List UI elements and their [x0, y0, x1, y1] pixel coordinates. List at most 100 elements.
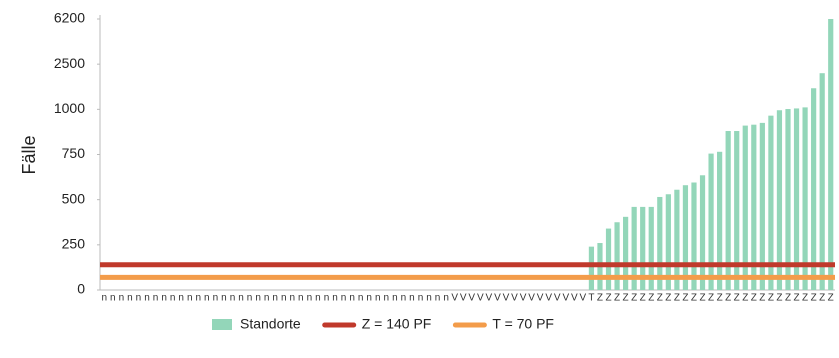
x-tick-label: n: [230, 293, 236, 304]
bar: [734, 131, 740, 290]
bar: [793, 108, 800, 291]
x-tick-label: Z: [614, 293, 620, 304]
x-tick-label: V: [468, 293, 475, 304]
x-tick-label: Z: [665, 293, 671, 304]
x-tick-label: n: [178, 293, 184, 304]
x-tick-label: n: [213, 293, 219, 304]
y-tick-label: 750: [62, 145, 86, 161]
bar: [751, 124, 757, 290]
x-tick-label: n: [290, 293, 296, 304]
bar: [717, 151, 723, 290]
y-tick-label: 6200: [54, 10, 85, 26]
x-tick-label: Z: [725, 293, 731, 304]
bar: [623, 216, 629, 290]
bar: [768, 115, 774, 290]
x-tick-label: n: [272, 293, 278, 304]
bar: [708, 153, 714, 290]
legend-label: Standorte: [240, 316, 301, 332]
y-tick-label: 1000: [54, 100, 85, 116]
x-tick-label: n: [144, 293, 150, 304]
x-tick-label: n: [264, 293, 270, 304]
x-tick-label: Z: [691, 293, 697, 304]
x-tick-label: Z: [785, 293, 791, 304]
x-tick-label: Z: [828, 293, 834, 304]
x-tick-label: Z: [751, 293, 757, 304]
x-tick-label: n: [238, 293, 244, 304]
x-tick-label: n: [136, 293, 142, 304]
bar: [828, 19, 834, 290]
x-tick-label: n: [281, 293, 287, 304]
x-tick-label: Z: [793, 293, 799, 304]
bar: [699, 175, 706, 290]
x-tick-label: Z: [776, 293, 782, 304]
x-tick-label: V: [520, 293, 527, 304]
x-tick-label: Z: [699, 293, 705, 304]
x-tick-label: Z: [682, 293, 688, 304]
x-tick-label: n: [119, 293, 125, 304]
x-tick-label: V: [562, 293, 569, 304]
x-tick-label: V: [537, 293, 544, 304]
x-tick-label: V: [486, 293, 493, 304]
bar: [588, 246, 595, 290]
x-tick-label: n: [341, 293, 347, 304]
x-tick-label: n: [110, 293, 116, 304]
x-tick-label: Z: [597, 293, 603, 304]
x-tick-label: Z: [623, 293, 629, 304]
x-tick-label: Z: [734, 293, 740, 304]
x-tick-label: Z: [768, 293, 774, 304]
x-tick-label: V: [494, 293, 501, 304]
x-tick-label: n: [298, 293, 304, 304]
x-tick-label: n: [153, 293, 159, 304]
x-tick-label: n: [221, 293, 227, 304]
x-tick-label: n: [349, 293, 355, 304]
x-tick-label: n: [255, 293, 261, 304]
x-tick-label: V: [545, 293, 552, 304]
x-tick-label: n: [366, 293, 372, 304]
x-tick-label: Z: [605, 293, 611, 304]
x-tick-label: V: [511, 293, 518, 304]
x-tick-label: n: [384, 293, 390, 304]
x-tick-label: Z: [802, 293, 808, 304]
x-tick-label: n: [426, 293, 432, 304]
x-tick-label: V: [528, 293, 535, 304]
x-tick-label: V: [477, 293, 484, 304]
x-tick-label: V: [554, 293, 561, 304]
x-tick-label: Z: [640, 293, 646, 304]
y-tick-label: 0: [77, 281, 85, 297]
bar: [785, 109, 791, 290]
bar: [819, 73, 825, 290]
x-tick-label: n: [332, 293, 338, 304]
x-tick-label: n: [101, 293, 107, 304]
x-tick-label: n: [401, 293, 407, 304]
x-tick-label: Z: [717, 293, 723, 304]
bar: [802, 107, 808, 290]
x-tick-label: n: [443, 293, 449, 304]
x-tick-label: Z: [648, 293, 654, 304]
x-tick-label: n: [196, 293, 202, 304]
x-tick-label: n: [392, 293, 398, 304]
legend-label: Z = 140 PF: [362, 316, 432, 332]
y-tick-label: 500: [62, 190, 86, 206]
x-tick-label: n: [187, 293, 193, 304]
bar: [665, 194, 671, 290]
x-tick-label: n: [324, 293, 330, 304]
x-tick-label: Z: [742, 293, 748, 304]
x-tick-label: V: [571, 293, 578, 304]
bar: [725, 131, 731, 290]
bar: [691, 182, 697, 290]
x-tick-label: n: [161, 293, 167, 304]
x-tick-label: n: [315, 293, 321, 304]
x-tick-label: n: [127, 293, 133, 304]
x-tick-label: n: [307, 293, 313, 304]
x-tick-label: n: [170, 293, 176, 304]
x-tick-label: Z: [674, 293, 680, 304]
bar: [682, 185, 689, 290]
legend-label: T = 70 PF: [492, 316, 554, 332]
x-tick-label: n: [204, 293, 210, 304]
x-tick-label: Z: [657, 293, 663, 304]
x-tick-label: V: [451, 293, 458, 304]
bar: [657, 196, 663, 290]
bar: [605, 228, 612, 290]
x-tick-label: n: [409, 293, 415, 304]
